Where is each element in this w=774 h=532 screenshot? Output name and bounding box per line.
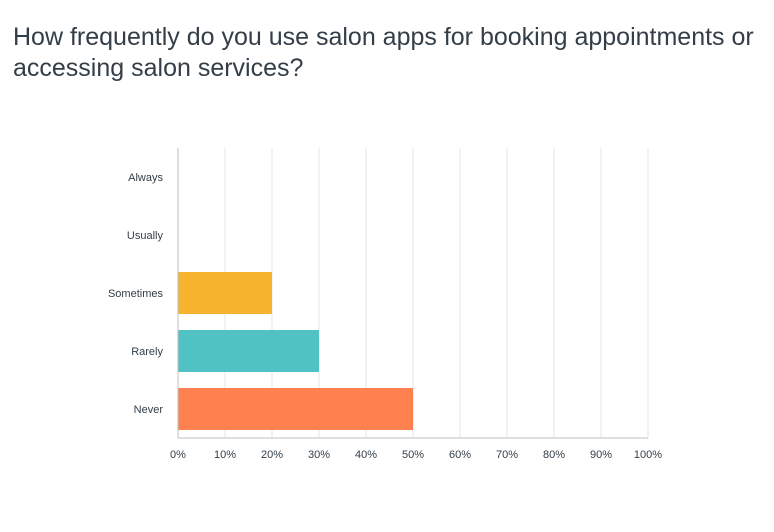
x-tick-label: 20% bbox=[261, 449, 283, 461]
x-tick-label: 80% bbox=[543, 449, 565, 461]
x-tick-label: 50% bbox=[402, 449, 424, 461]
x-tick-label: 90% bbox=[590, 449, 612, 461]
category-label: Usually bbox=[127, 230, 164, 242]
category-label: Never bbox=[134, 404, 164, 416]
bar bbox=[178, 330, 319, 372]
bar bbox=[178, 388, 413, 430]
x-tick-label: 70% bbox=[496, 449, 518, 461]
x-tick-label: 30% bbox=[308, 449, 330, 461]
category-label: Rarely bbox=[131, 346, 163, 358]
bars bbox=[178, 272, 413, 430]
x-tick-label: 60% bbox=[449, 449, 471, 461]
axes bbox=[177, 148, 648, 439]
x-tick-label: 0% bbox=[170, 449, 186, 461]
x-tick-label: 10% bbox=[214, 449, 236, 461]
x-tick-labels: 0% 10% 20% 30% 40% 50% 60% 70% 80% 90% 100% bbox=[170, 449, 662, 461]
category-label: Always bbox=[128, 172, 163, 184]
bar bbox=[178, 272, 272, 314]
category-labels: Always Usually Sometimes Rarely Never bbox=[108, 172, 164, 416]
category-label: Sometimes bbox=[108, 288, 164, 300]
chart-title: How frequently do you use salon apps for… bbox=[13, 23, 754, 82]
x-tick-label: 40% bbox=[355, 449, 377, 461]
x-tick-label: 100% bbox=[634, 449, 662, 461]
